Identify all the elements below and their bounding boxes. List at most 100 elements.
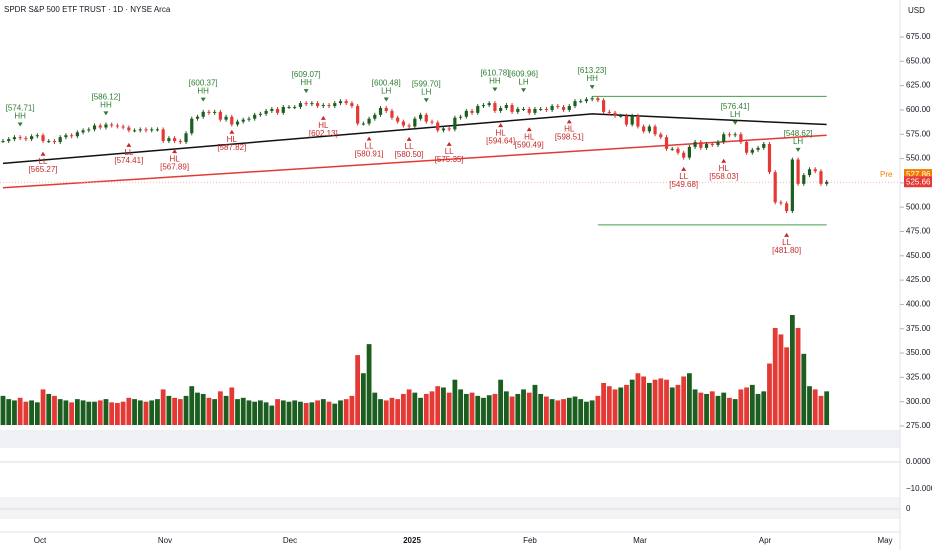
- candle: [785, 203, 789, 212]
- volume-bar: [807, 386, 812, 425]
- volume-bar: [378, 399, 383, 425]
- candle: [144, 129, 148, 131]
- swing-kind: HL: [496, 128, 507, 137]
- candle: [207, 111, 211, 113]
- candle: [453, 117, 457, 130]
- candle: [18, 137, 22, 139]
- swing-value: [600.37]: [189, 79, 218, 88]
- candle: [756, 147, 760, 150]
- volume-bar: [687, 373, 692, 425]
- volume-bar: [544, 396, 549, 425]
- candle: [504, 105, 508, 108]
- swing-marker: [492, 87, 498, 92]
- y-tick-label: 400.00: [906, 300, 931, 309]
- candle: [378, 107, 383, 115]
- candle: [819, 171, 823, 184]
- volume-bar: [578, 399, 584, 425]
- volume-bar: [446, 392, 452, 425]
- y-tick-label: 325.00: [906, 372, 931, 381]
- volume-bar: [315, 400, 320, 425]
- volume-bar: [298, 401, 303, 425]
- candle: [92, 125, 97, 130]
- candle: [70, 135, 74, 137]
- volume-bar: [715, 395, 721, 425]
- last-badge: [904, 176, 932, 188]
- candle: [676, 148, 680, 153]
- swing-value: [549.68]: [669, 180, 698, 189]
- candle: [413, 118, 417, 127]
- swing-kind: LL: [405, 142, 414, 151]
- swing-marker: [526, 127, 532, 132]
- candle: [693, 142, 697, 147]
- volume-bar: [412, 392, 418, 425]
- y-tick-label: 575.00: [906, 129, 931, 138]
- volume-bar: [149, 400, 155, 425]
- candle: [745, 142, 749, 153]
- y-tick-label: 275.00: [906, 421, 931, 430]
- volume-bar: [126, 397, 132, 425]
- swing-value: [587.82]: [217, 143, 246, 152]
- swing-value: [586.12]: [91, 93, 120, 102]
- candle: [579, 101, 583, 103]
- candle: [373, 114, 377, 119]
- candle: [790, 159, 794, 212]
- swing-kind: LH: [381, 87, 391, 96]
- volume-bar: [57, 399, 63, 425]
- volume-bar: [635, 373, 641, 425]
- candle: [493, 103, 497, 111]
- candle: [178, 141, 182, 143]
- volume-bar: [441, 387, 446, 425]
- volume-bar: [749, 384, 755, 425]
- volume-bar: [692, 389, 698, 425]
- candle: [150, 129, 154, 131]
- candle: [779, 202, 783, 204]
- swing-kind: HH: [100, 101, 112, 110]
- candle: [7, 139, 11, 142]
- candle: [561, 107, 566, 110]
- volume-bar: [80, 400, 86, 425]
- y-tick-label: 450.00: [906, 251, 931, 260]
- volume-bar: [549, 399, 555, 425]
- volume-bar: [366, 344, 372, 425]
- volume-bar: [52, 395, 57, 425]
- volume-bar: [389, 397, 395, 425]
- candle: [190, 118, 194, 134]
- volume-bar: [343, 399, 349, 425]
- volume-bar: [732, 399, 738, 425]
- candle: [476, 106, 480, 113]
- swing-value: [590.49]: [515, 140, 544, 149]
- oscillator-band: [0, 497, 900, 519]
- moving-average: [2, 134, 827, 189]
- candle: [527, 108, 531, 113]
- volume-bar: [189, 386, 195, 425]
- volume-bar: [669, 387, 675, 425]
- lower-label: 0.0000: [906, 457, 931, 466]
- candle: [727, 134, 732, 136]
- candle: [813, 169, 817, 172]
- volume-bar: [360, 373, 366, 425]
- volume-bar: [452, 379, 458, 425]
- volume-bar: [406, 389, 412, 425]
- swing-value: [609.07]: [292, 70, 321, 79]
- volume-bar: [778, 334, 784, 425]
- candle: [750, 149, 754, 153]
- candle: [316, 103, 320, 107]
- swing-marker: [172, 149, 178, 154]
- candle: [338, 101, 343, 104]
- volume-bar: [738, 389, 744, 425]
- candle: [773, 172, 777, 203]
- volume-bar: [120, 401, 126, 425]
- candle: [12, 137, 17, 140]
- swing-value: [567.89]: [160, 162, 189, 171]
- volume-bar: [641, 376, 647, 425]
- swing-marker: [784, 232, 790, 237]
- candle: [35, 135, 39, 137]
- candle: [550, 106, 554, 110]
- candle: [722, 134, 726, 143]
- volume-bar: [17, 397, 23, 425]
- volume-bar: [709, 391, 715, 425]
- swing-value: [594.64]: [486, 136, 515, 145]
- pre-label: 527.86: [906, 170, 931, 179]
- candle: [762, 143, 766, 148]
- volume-bar: [801, 353, 807, 425]
